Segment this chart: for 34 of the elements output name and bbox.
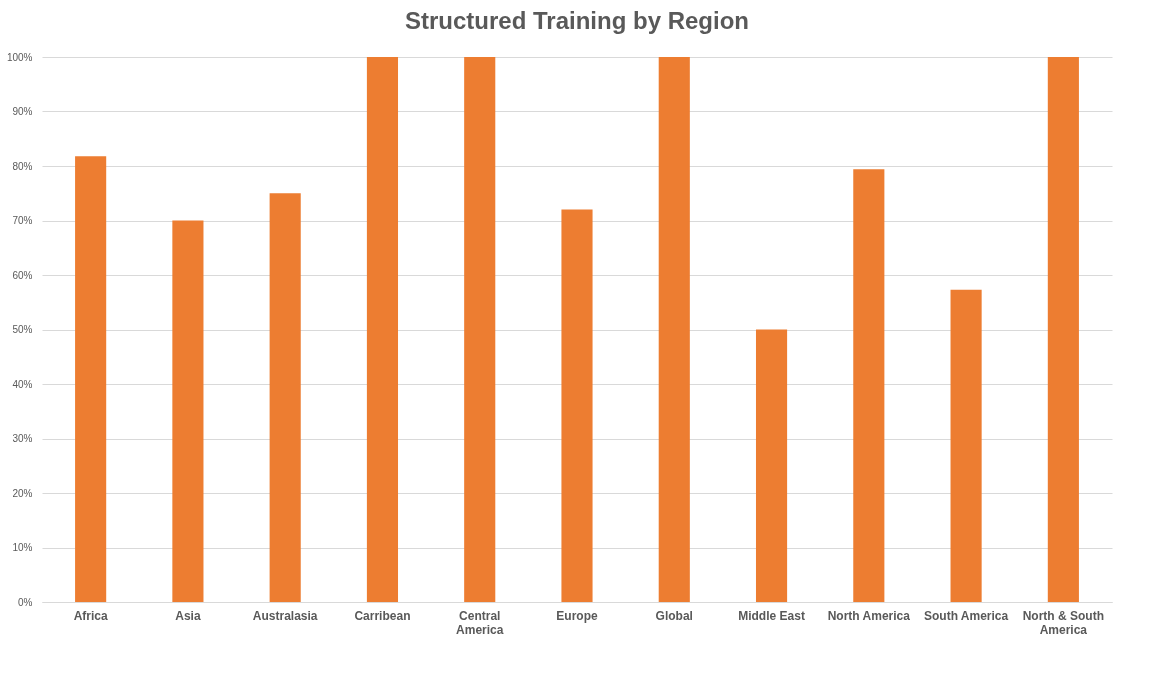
y-tick-label: 70%: [12, 215, 33, 226]
x-tick-label: North America: [827, 608, 911, 623]
x-tick-label: Australasia: [252, 608, 318, 623]
y-tick-label: 30%: [12, 433, 33, 444]
x-tick-label: Global: [655, 608, 693, 623]
y-tick-label: 100%: [6, 51, 33, 63]
x-tick-label: Africa: [73, 608, 108, 623]
x-tick-label: Asia: [175, 608, 201, 623]
bar: [366, 57, 399, 602]
x-tick-label: Central America: [456, 608, 504, 637]
y-tick-label: 10%: [12, 542, 33, 553]
y-tick-label: 20%: [12, 487, 33, 499]
bar: [853, 169, 885, 602]
bar: [658, 57, 690, 602]
chart-title: Structured Training by Region: [404, 7, 750, 34]
x-tick-label: North & South America: [1022, 608, 1105, 637]
y-tick-label: 90%: [12, 106, 33, 117]
x-tick-label: Europe: [556, 608, 598, 623]
bar: [75, 156, 107, 602]
y-tick-label: 80%: [12, 160, 33, 172]
bar: [950, 289, 982, 602]
bar: [464, 57, 496, 602]
bar: [1047, 57, 1079, 602]
bar: [755, 329, 788, 602]
y-tick-label: 0%: [18, 596, 33, 608]
x-tick-label: Carribean: [354, 608, 411, 623]
y-tick-label: 40%: [12, 378, 33, 390]
y-tick-label: 60%: [12, 269, 33, 281]
bar: [269, 193, 301, 602]
bar: [561, 209, 593, 602]
bar: [172, 220, 204, 602]
x-tick-label: Middle East: [738, 608, 805, 623]
y-tick-label: 50%: [12, 324, 33, 335]
x-tick-label: South America: [923, 608, 1009, 623]
